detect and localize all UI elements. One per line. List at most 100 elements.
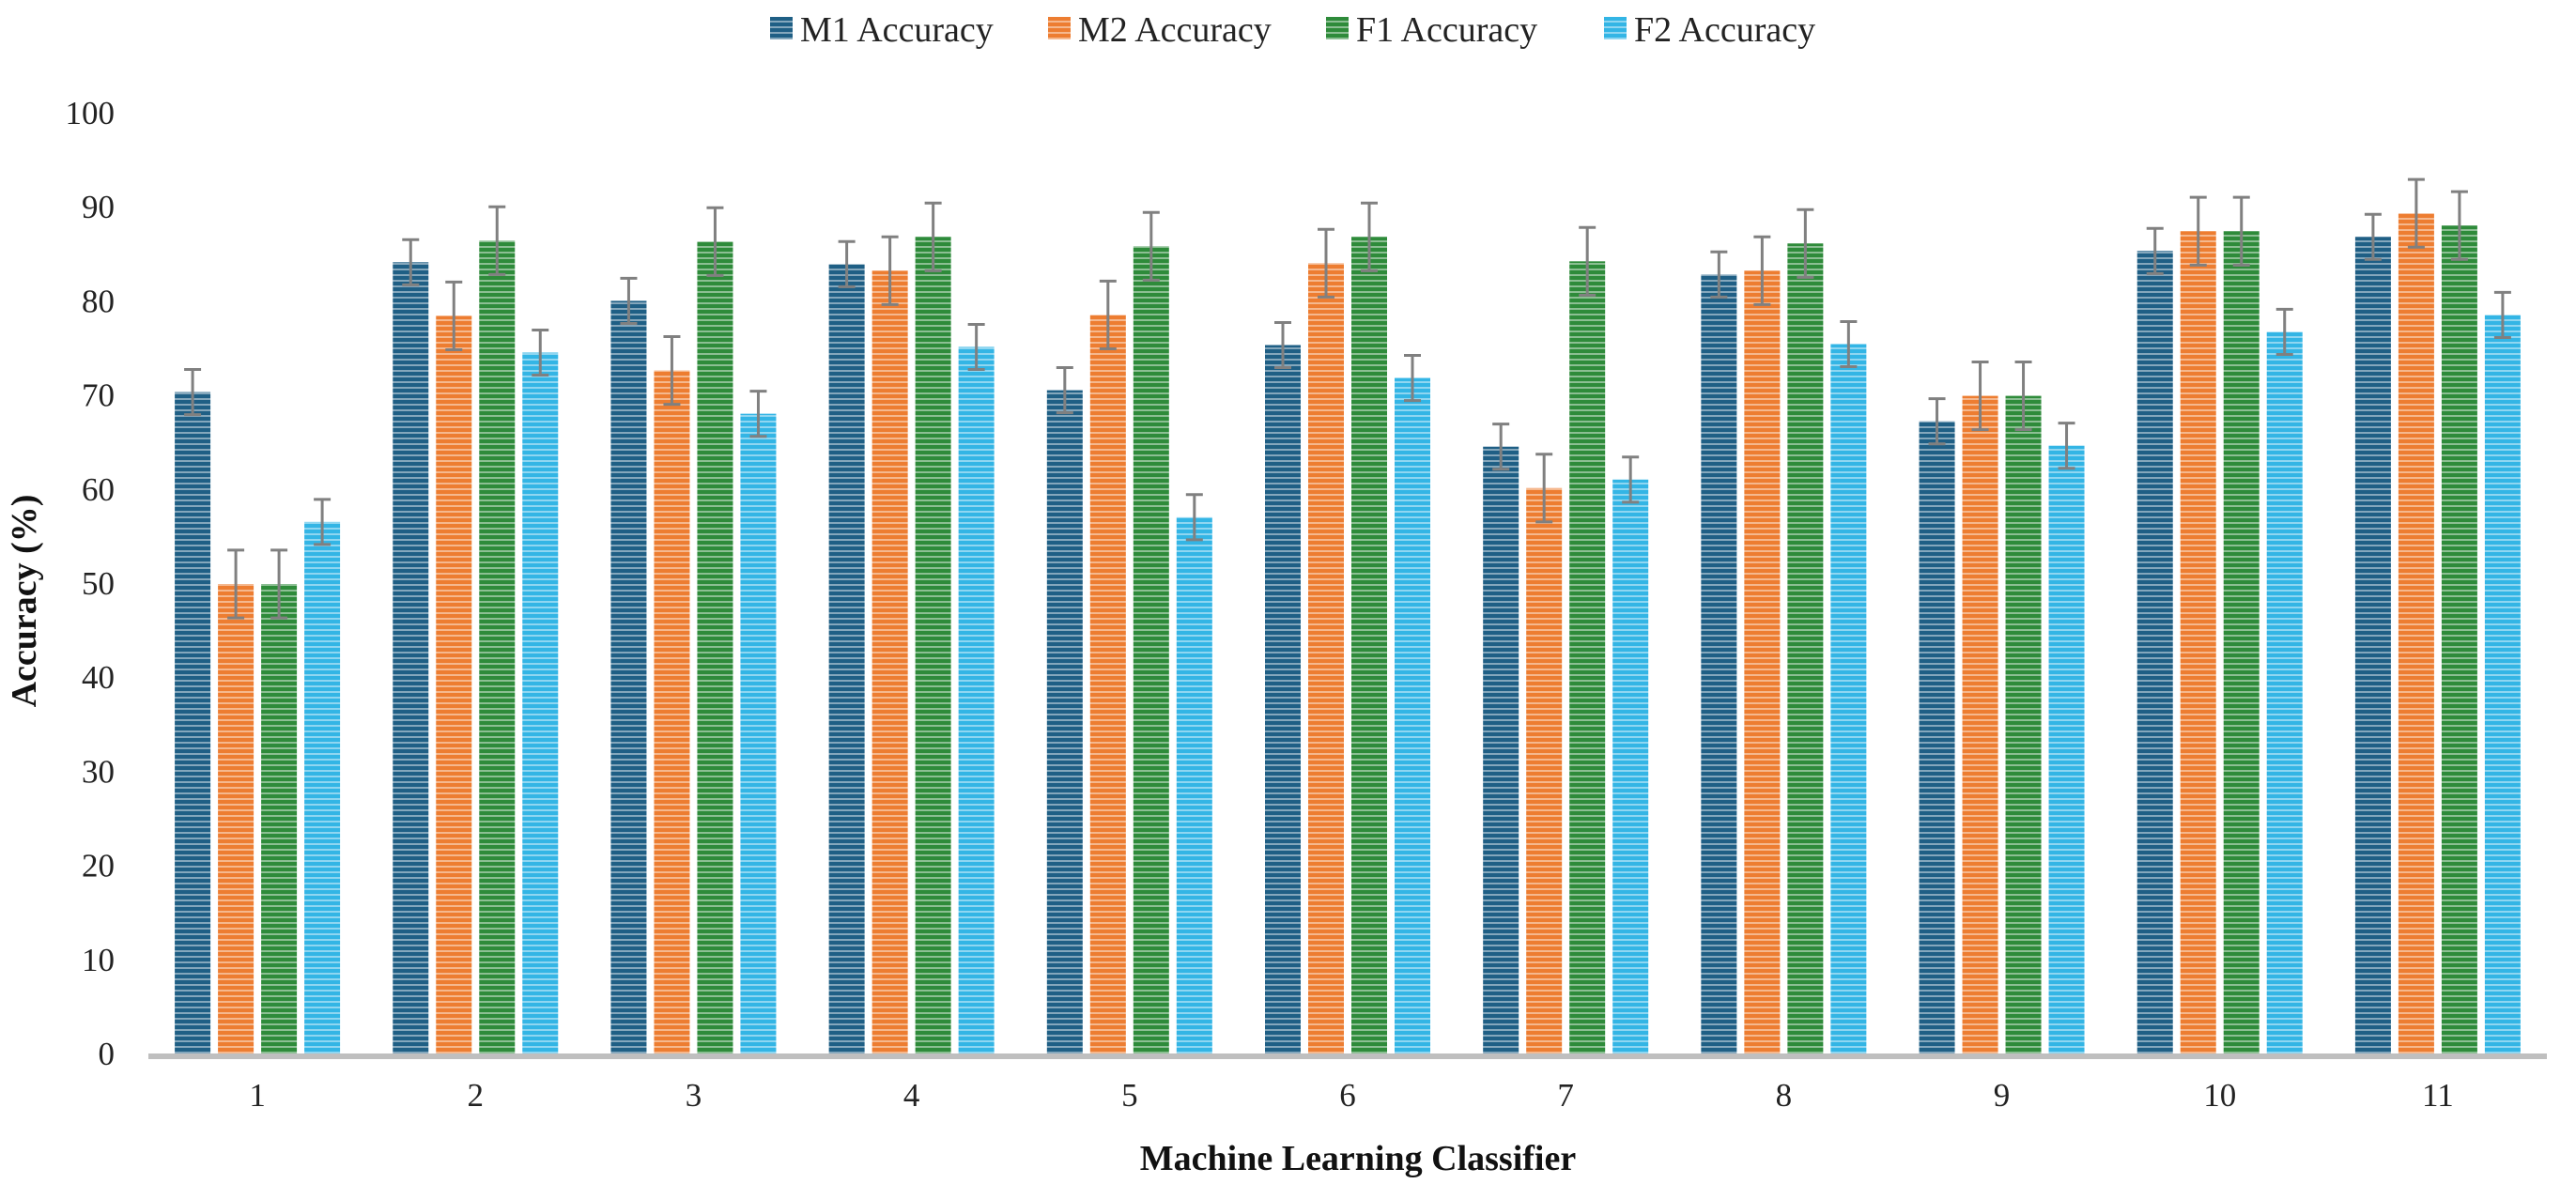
- legend-label: F2 Accuracy: [1634, 10, 1815, 50]
- bar-m2-accuracy-10: [2180, 231, 2216, 1053]
- error-bars-layer: [184, 177, 2511, 620]
- y-tick-label: 0: [99, 1036, 116, 1072]
- error-bar: [314, 498, 332, 546]
- bar-m1-accuracy-3: [610, 300, 647, 1053]
- bar-m1-accuracy-5: [1046, 390, 1083, 1054]
- y-tick-label: 20: [82, 848, 115, 884]
- x-tick-label: 9: [1994, 1077, 2011, 1114]
- error-bar: [1928, 397, 1946, 446]
- bar-f1-accuracy-9: [2005, 395, 2042, 1053]
- bar-f1-accuracy-8: [1787, 243, 1824, 1053]
- bar-m2-accuracy-6: [1308, 263, 1344, 1053]
- bar-f2-accuracy-2: [522, 352, 559, 1053]
- x-tick-label: 4: [903, 1077, 920, 1114]
- x-tick-label: 2: [468, 1077, 485, 1114]
- legend-label: F1 Accuracy: [1356, 10, 1537, 50]
- bar-m2-accuracy-5: [1089, 315, 1126, 1053]
- x-axis: 1 2 3 4 5 6 7 8 9 10 11: [148, 1053, 2547, 1114]
- error-bar: [2275, 307, 2293, 357]
- x-tick-label: 11: [2422, 1077, 2454, 1114]
- legend-label: M2 Accuracy: [1078, 10, 1272, 50]
- x-tick-label: 6: [1339, 1077, 1356, 1114]
- bar-m2-accuracy-7: [1526, 487, 1563, 1053]
- bar-f1-accuracy-10: [2223, 231, 2260, 1053]
- error-bar: [1622, 455, 1640, 504]
- bar-m2-accuracy-1: [218, 584, 255, 1053]
- bar-f1-accuracy-3: [697, 241, 733, 1053]
- bar-m2-accuracy-3: [654, 370, 690, 1054]
- error-bar: [1404, 354, 1421, 403]
- error-bar: [2014, 361, 2032, 432]
- legend-item: M1 Accuracy: [770, 10, 994, 50]
- error-bar: [1710, 250, 1728, 299]
- legend-swatch: [1604, 17, 1627, 39]
- error-bar: [706, 206, 724, 277]
- error-bar: [1579, 225, 1597, 297]
- legend-item: M2 Accuracy: [1048, 10, 1272, 50]
- error-bar: [2364, 212, 2382, 261]
- bar-f1-accuracy-4: [915, 237, 951, 1053]
- error-bar: [1840, 319, 1858, 369]
- error-bar: [749, 390, 767, 438]
- error-bar: [924, 201, 942, 272]
- error-bar: [227, 548, 245, 620]
- error-bar: [838, 239, 856, 288]
- bar-m2-accuracy-9: [1962, 395, 1998, 1053]
- error-bar: [1142, 210, 1160, 282]
- bar-m2-accuracy-2: [436, 315, 472, 1053]
- error-bar: [1274, 320, 1291, 370]
- bar-f2-accuracy-6: [1395, 377, 1430, 1054]
- y-tick-label: 50: [82, 565, 115, 602]
- bar-m1-accuracy-2: [393, 262, 429, 1053]
- error-bar: [1361, 201, 1378, 272]
- error-bar: [184, 368, 202, 417]
- bar-f2-accuracy-1: [304, 521, 341, 1053]
- legend-swatch: [770, 17, 793, 39]
- y-tick-label: 80: [82, 283, 115, 319]
- error-bar: [1971, 361, 1989, 432]
- error-bar: [967, 322, 985, 372]
- bar-f2-accuracy-5: [1176, 516, 1212, 1053]
- error-bar: [2189, 195, 2207, 267]
- y-tick-label: 90: [82, 189, 115, 225]
- bar-f2-accuracy-3: [740, 413, 777, 1053]
- y-tick-label: 10: [82, 942, 115, 978]
- x-tick-label: 10: [2203, 1077, 2236, 1114]
- bar-m1-accuracy-4: [828, 264, 865, 1053]
- bar-m1-accuracy-6: [1265, 345, 1301, 1053]
- error-bar: [2407, 177, 2425, 249]
- x-axis-baseline: [148, 1053, 2547, 1059]
- bar-f1-accuracy-1: [261, 584, 298, 1053]
- bar-f1-accuracy-2: [479, 240, 516, 1054]
- x-tick-label: 5: [1121, 1077, 1138, 1114]
- error-bar: [1318, 227, 1334, 299]
- error-bar: [270, 548, 288, 620]
- legend-swatch: [1326, 17, 1349, 39]
- error-bar: [1797, 208, 1814, 279]
- error-bar: [663, 334, 681, 407]
- x-tick-label: 1: [249, 1077, 266, 1114]
- error-bar: [1753, 235, 1771, 306]
- bar-m1-accuracy-11: [2354, 237, 2391, 1053]
- bar-m1-accuracy-9: [1919, 421, 1955, 1053]
- legend-item: F2 Accuracy: [1604, 10, 1815, 50]
- error-bar: [2232, 195, 2250, 267]
- error-bar: [1535, 453, 1553, 524]
- bar-f1-accuracy-11: [2441, 225, 2477, 1054]
- y-tick-label: 30: [82, 753, 115, 790]
- error-bar: [1492, 423, 1510, 471]
- bar-m2-accuracy-8: [1744, 270, 1781, 1053]
- error-bar: [881, 235, 899, 306]
- bar-f2-accuracy-9: [2048, 445, 2085, 1053]
- bar-m2-accuracy-11: [2398, 213, 2434, 1054]
- bar-f2-accuracy-4: [958, 346, 995, 1053]
- x-axis-title: Machine Learning Classifier: [1140, 1139, 1577, 1178]
- bar-f2-accuracy-8: [1830, 344, 1867, 1053]
- y-axis: 0 10 20 30 40 50 60 70 80 90 100: [66, 95, 116, 1072]
- error-bar: [2450, 190, 2468, 261]
- bars-layer: [175, 213, 2521, 1054]
- bar-f2-accuracy-11: [2484, 315, 2521, 1053]
- legend-item: F1 Accuracy: [1326, 10, 1537, 50]
